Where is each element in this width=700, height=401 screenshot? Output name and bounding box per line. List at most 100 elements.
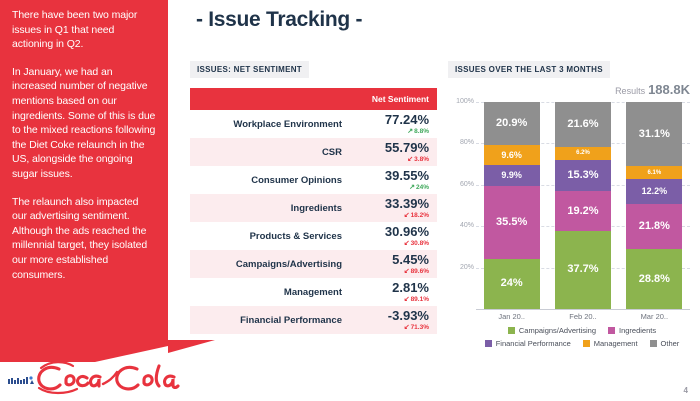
bar-segment[interactable]: 24% [483,259,540,309]
y-axis-tick-label: 40% [459,222,474,230]
bar-segment-label: 9.6% [501,149,522,160]
delta-down-indicator: ↙3.8% [407,155,429,163]
net-sentiment-value: 33.39% [384,195,429,211]
y-axis-tick-label: 100% [456,98,474,105]
net-sentiment-value: 2.81% [392,279,429,295]
bar-segment[interactable]: 15.3% [555,159,611,192]
row-value-cell: 55.79% ↙3.8% [354,138,437,166]
narrative-paragraph: There have been two major issues in Q1 t… [12,9,138,51]
row-label: Campaigns/Advertising [235,258,342,270]
x-axis-line [476,309,690,310]
bar-segment[interactable]: 37.7% [555,230,611,309]
net-sentiment-value: 39.55% [384,167,429,183]
legend-swatch [484,340,492,347]
chart-section-tag: ISSUES OVER THE LAST 3 MONTHS [448,61,610,78]
table-row: CSR 55.79% ↙3.8% [190,138,437,166]
arrow-up-icon: ↗ [409,183,415,191]
arrow-down-icon: ↙ [403,323,410,331]
bar-segment-label: 20.9% [496,117,528,130]
table-row: Ingredients 33.39% ↙18.2% [190,194,437,222]
narrative-panel: There have been two major issues in Q1 t… [0,0,168,345]
arrow-up-icon: ↗ [407,127,414,135]
bar-segment[interactable]: 6.1% [626,166,683,179]
x-axis-tick-label: Jan 20.. [498,312,525,321]
row-value-cell: 39.55% ↗24% [354,166,437,194]
bar-segment-label: 31.1% [638,127,670,140]
legend-label: Financial Performance [495,339,571,348]
row-label: Products & Services [249,230,342,242]
bar-segment[interactable]: 6.2% [555,146,611,160]
chart-legend: Campaigns/Advertising Ingredients Financia… [472,326,692,348]
legend-swatch [582,340,590,347]
results-value: 188.8K [648,82,690,97]
bar-segment[interactable]: 28.8% [626,249,683,309]
row-label: Workplace Environment [233,118,342,130]
delta-down-indicator: ↙89.1% [403,295,429,303]
legend-item[interactable]: Management [582,339,638,348]
legend-swatch [608,327,615,334]
stacked-bar[interactable]: 21.6% 6.2% 15.3% 19.2% 37.7% [555,102,611,309]
bar-segment[interactable]: 19.2% [555,191,611,231]
row-label: Management [283,286,342,298]
bar-segment-label: 28.8% [638,272,670,285]
coca-cola-logo [33,358,183,398]
arrow-down-icon: ↙ [403,239,410,247]
narrative-paragraph: The relaunch also impacted our advertisi… [12,195,148,281]
table-header-row: Net Sentiment [190,88,437,110]
bar-segment-label: 6.2% [576,150,590,157]
bar-segment-label: 21.8% [638,220,670,233]
y-axis-tick-label: 60% [459,180,474,188]
bar-segment[interactable]: 12.2% [626,179,683,205]
table-body: Net Sentiment Workplace Environment 77.24… [190,88,437,334]
arrow-down-icon: ↙ [403,267,410,275]
delta-down-indicator: ↙30.8% [403,239,429,247]
legend-swatch [507,327,515,334]
results-summary: Results 188.8K [615,82,690,97]
delta-down-indicator: ↙71.3% [403,323,429,331]
bar-segment-label: 12.2% [641,186,668,197]
legend-item[interactable]: Ingredients [608,326,656,335]
issues-chart-panel: Results 188.8K 20% 40% 60% 80% 100% 20.9% 9.6%… [448,82,692,348]
bar-segment[interactable]: 21.6% [555,102,611,147]
legend-label: Management [593,339,638,348]
bar-segment-label: 24% [500,277,523,290]
bar-segment[interactable]: 9.6% [483,145,540,166]
row-value-cell: 33.39% ↙18.2% [354,194,437,222]
delta-down-indicator: ↙18.2% [403,211,429,219]
row-value-cell: -3.93% ↙71.3% [354,306,437,334]
delta-up-indicator: ↗8.8% [407,127,429,135]
row-value-cell: 77.24% ↗8.8% [354,110,437,138]
row-label: Consumer Opinions [251,174,342,186]
arrow-down-icon: ↙ [403,295,410,303]
y-axis-tick-label: 20% [459,263,474,271]
stacked-bar[interactable]: 31.1% 6.1% 12.2% 21.8% 28.8% [626,102,683,309]
row-label: Financial Performance [240,314,342,326]
bar-segment[interactable]: 21.8% [626,204,683,250]
net-sentiment-value: -3.93% [387,307,429,323]
bar-segment-label: 37.7% [567,263,599,276]
bar-segment-label: 19.2% [567,204,599,217]
net-sentiment-value: 55.79% [384,139,429,155]
stacked-bar[interactable]: 20.9% 9.6% 9.9% 35.5% 24% [483,102,540,309]
legend-label: Other [660,339,680,348]
bar-segment[interactable]: 35.5% [483,185,540,260]
page-number: 4 [683,386,688,395]
table-row: Consumer Opinions 39.55% ↗24% [190,166,437,194]
legend-item[interactable]: Financial Performance [484,339,571,348]
legend-item[interactable]: Other [649,339,680,348]
row-label: CSR [321,146,342,158]
bar-segment[interactable]: 31.1% [626,102,683,167]
delta-up-indicator: ↗24% [409,183,429,191]
table-row: Workplace Environment 77.24% ↗8.8% [190,110,437,138]
legend-swatch [649,340,657,347]
bar-segment[interactable]: 20.9% [483,102,540,146]
narrative-paragraph: In January, we had an increased number o… [12,65,156,180]
table-row: Products & Services 30.96% ↙30.8% [190,222,437,250]
bar-segment-label: 15.3% [567,168,599,181]
row-value-cell: 5.45% ↙89.6% [354,250,437,278]
stacked-bar-chart: 20% 40% 60% 80% 100% 20.9% 9.6% 9.9% 35.5% 24% 21… [448,98,692,310]
y-axis-tick-label: 80% [459,139,474,147]
row-value-cell: 2.81% ↙89.1% [354,278,437,306]
bar-segment[interactable]: 9.9% [483,165,540,186]
legend-item[interactable]: Campaigns/Advertising [507,326,596,335]
